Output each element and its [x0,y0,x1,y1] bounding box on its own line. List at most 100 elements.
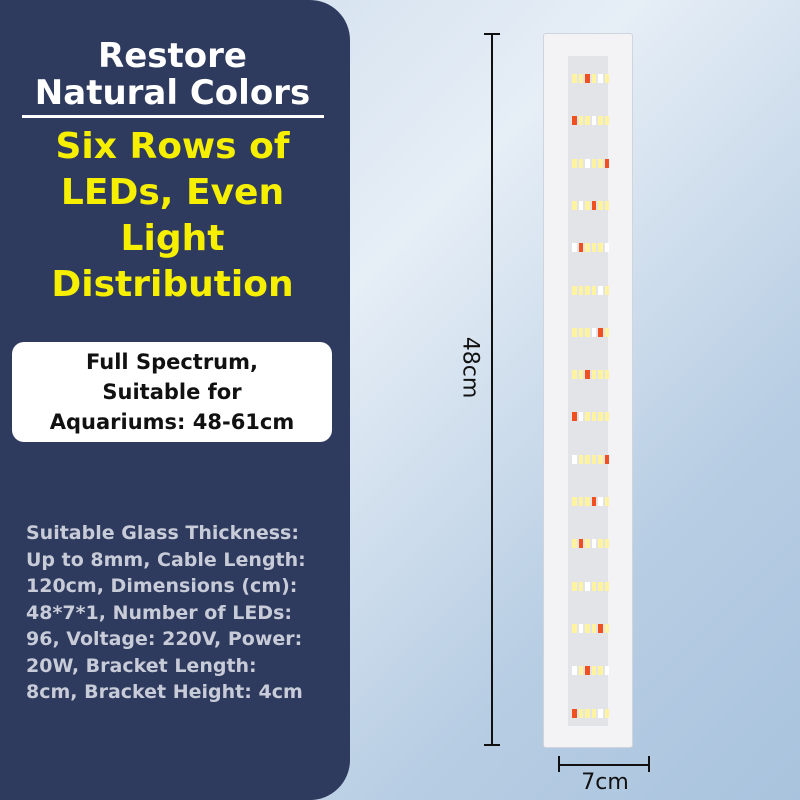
led [585,708,590,718]
led [604,200,609,210]
led [585,497,590,506]
led [598,581,603,591]
led [572,623,577,633]
led-row [572,370,609,380]
led [572,412,577,422]
led [604,243,609,253]
led-row [572,581,609,591]
led [578,200,583,210]
spec-line: 20W, Bracket Length: [26,654,257,677]
led [585,285,590,295]
led-row [572,708,609,718]
led-row [572,497,609,506]
led [578,412,583,422]
led [572,539,577,549]
led [604,666,609,676]
led [585,454,590,464]
feature-line: Light [120,218,225,259]
led [591,74,596,83]
led [591,708,596,718]
led [591,497,596,506]
led [598,116,603,126]
led [572,454,577,464]
led [578,74,583,83]
led [598,243,603,253]
width-label: 7cm [581,770,629,795]
led [585,116,590,126]
led [585,666,590,676]
led-row [572,158,609,168]
led [604,454,609,464]
led [604,370,609,380]
led [598,370,603,380]
led [572,116,577,126]
spec-line: Up to 8mm, Cable Length: [26,548,306,571]
led [604,116,609,126]
led [604,412,609,422]
led-light-bar [543,33,633,748]
led-row [572,454,609,464]
feature-line: Six Rows of [55,126,290,167]
led [572,497,577,506]
led [572,327,577,337]
led-row [572,200,609,210]
led [598,327,603,337]
led [591,116,596,126]
led-panel [568,56,609,726]
led [591,666,596,676]
led [572,708,577,718]
led [591,243,596,253]
led [604,497,609,506]
led [585,200,590,210]
led [604,158,609,168]
headline-underline [22,115,324,118]
led-row [572,243,609,253]
feature-line: LEDs, Even [60,172,285,213]
led [598,623,603,633]
led [585,370,590,380]
led [598,74,603,83]
led [585,412,590,422]
led [591,285,596,295]
led [578,243,583,253]
led [604,327,609,337]
spec-text: Suitable Glass Thickness: Up to 8mm, Cab… [26,520,346,706]
led [572,158,577,168]
led [591,327,596,337]
led-row [572,285,609,295]
led [585,158,590,168]
led [578,623,583,633]
led [604,74,609,83]
led [604,708,609,718]
box-line: Suitable for [102,380,242,404]
led [572,666,577,676]
led [591,158,596,168]
led [578,581,583,591]
led [578,158,583,168]
led [591,370,596,380]
led [578,666,583,676]
led [578,454,583,464]
led [572,200,577,210]
led [591,623,596,633]
led [591,539,596,549]
led [585,623,590,633]
led [598,285,603,295]
led [591,200,596,210]
led [598,158,603,168]
box-line: Full Spectrum, [85,350,258,374]
led [572,74,577,83]
spectrum-box: Full Spectrum, Suitable for Aquariums: 4… [12,342,332,442]
led [578,708,583,718]
spec-line: 8cm, Bracket Height: 4cm [26,681,303,703]
led [585,581,590,591]
info-panel: Restore Natural Colors Six Rows of LEDs,… [0,0,350,800]
led [591,581,596,591]
spec-line: 120cm, Dimensions (cm): [26,575,298,597]
led [598,454,603,464]
led [572,285,577,295]
led [604,285,609,295]
led [572,581,577,591]
led-row [572,412,609,422]
led-row [572,623,609,633]
